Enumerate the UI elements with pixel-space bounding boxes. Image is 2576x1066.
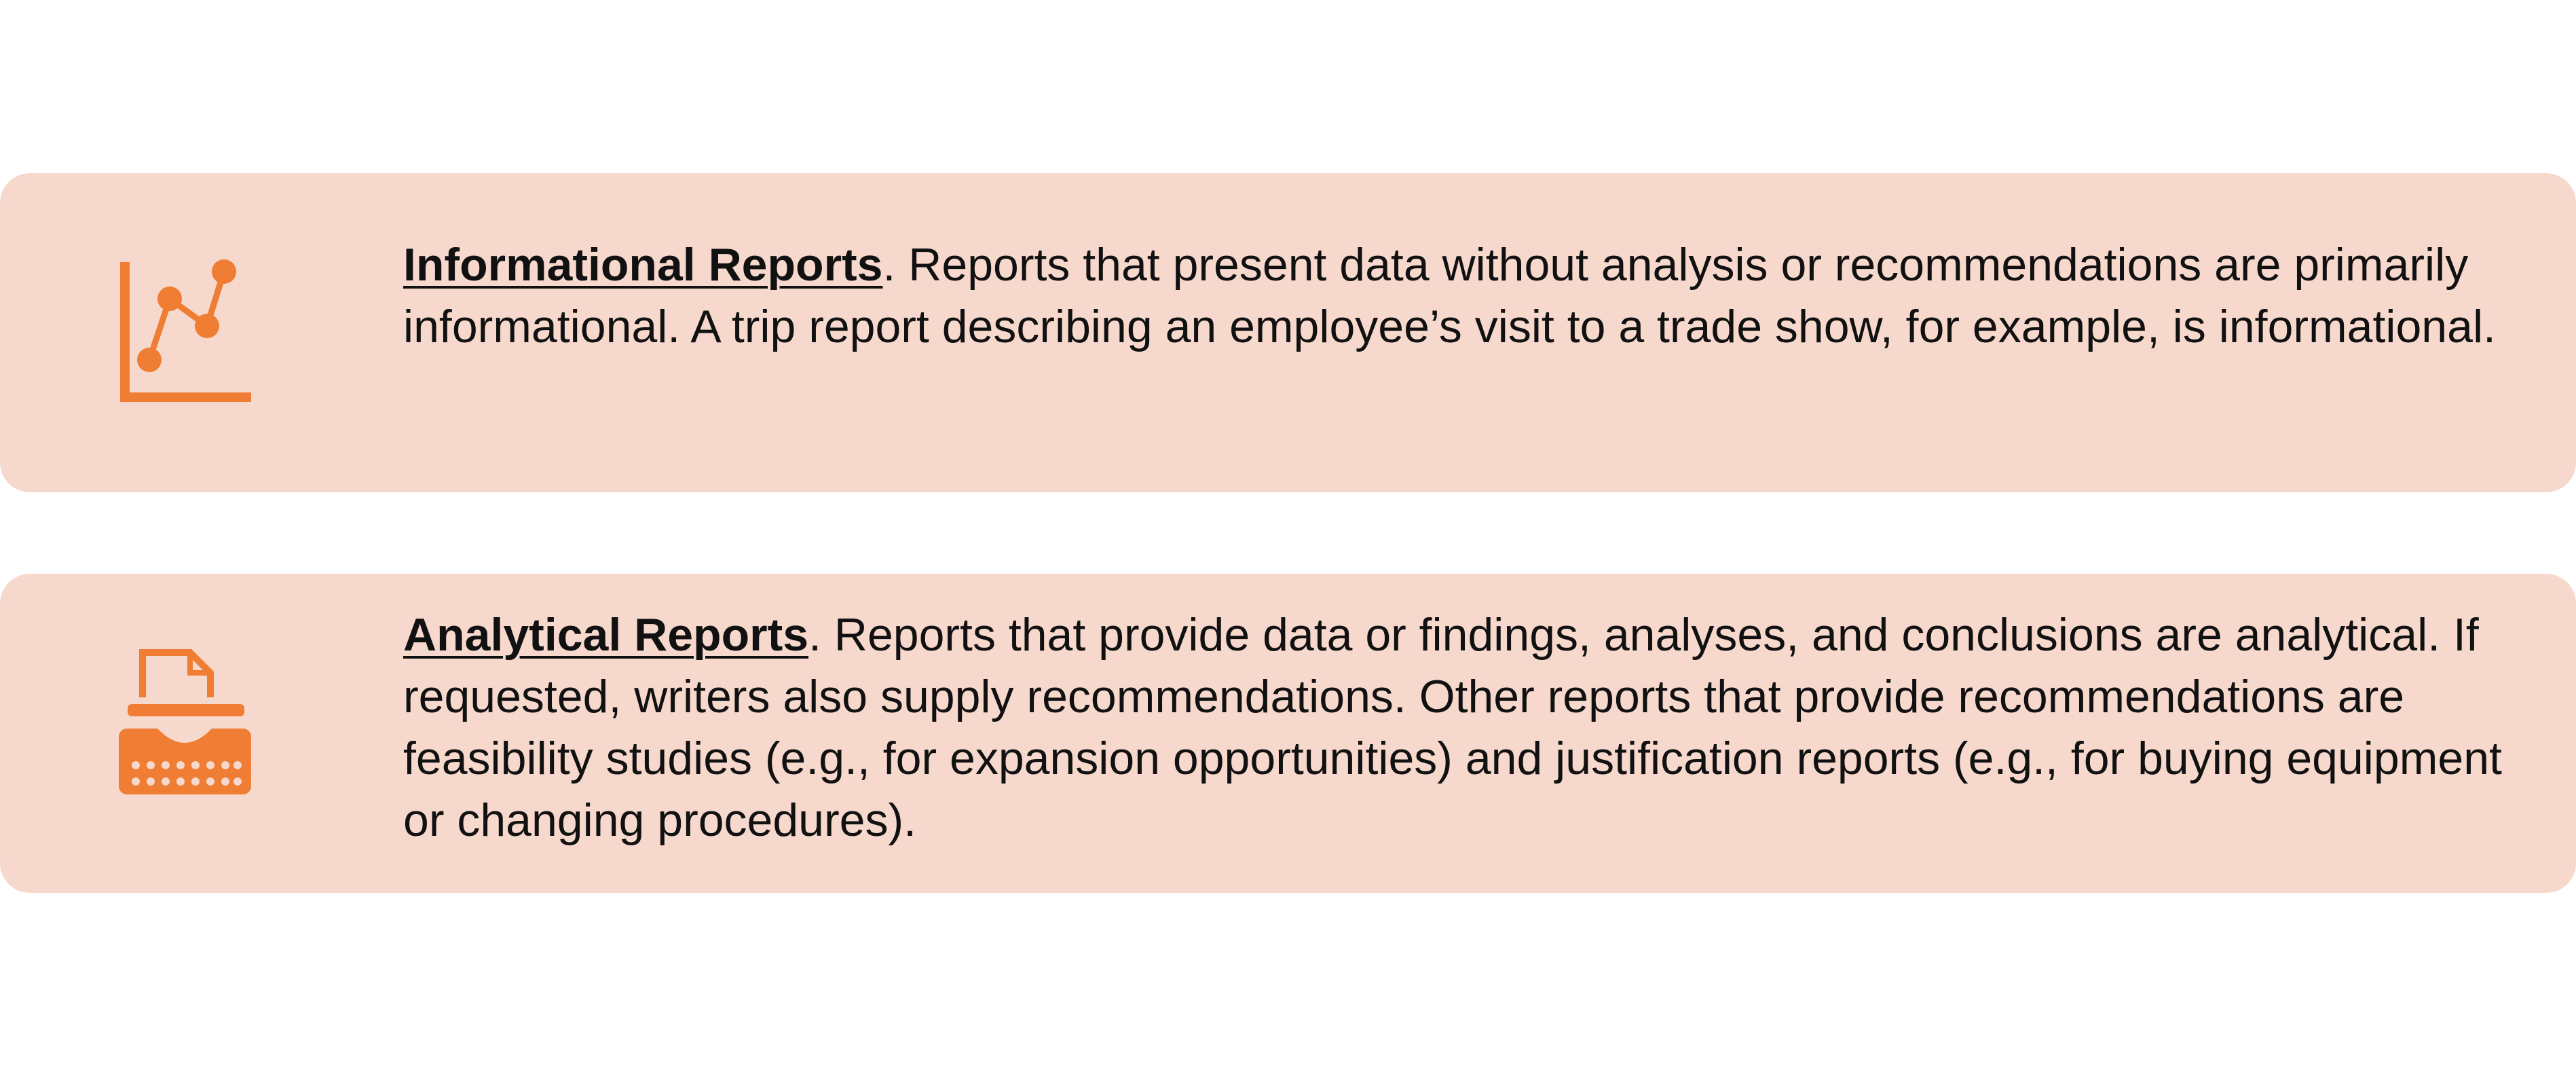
informational-reports-card: Informational Reports. Reports that pres… xyxy=(0,173,2576,492)
typewriter-icon xyxy=(119,649,251,794)
analytical-reports-description: . Reports that provide data or findings,… xyxy=(403,609,2502,846)
analytical-reports-term: Analytical Reports xyxy=(403,609,809,661)
informational-reports-term: Informational Reports xyxy=(403,239,883,291)
informational-reports-text: Informational Reports. Reports that pres… xyxy=(403,234,2521,358)
line-chart-icon xyxy=(120,259,251,402)
informational-reports-description: . Reports that present data without anal… xyxy=(403,239,2496,352)
analytical-reports-text: Analytical Reports. Reports that provide… xyxy=(403,604,2521,851)
analytical-reports-card: Analytical Reports. Reports that provide… xyxy=(0,574,2576,893)
